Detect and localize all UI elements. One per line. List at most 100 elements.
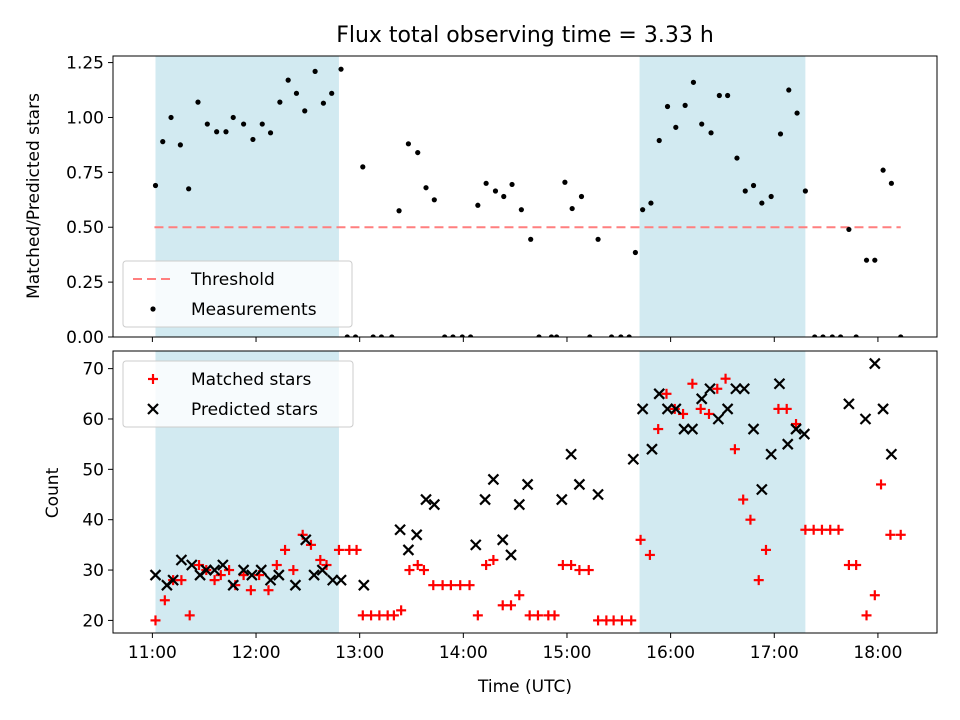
x-tick-label: 13:00 bbox=[335, 643, 384, 663]
data-point-dot-7 bbox=[214, 129, 220, 135]
data-point-dot-14 bbox=[277, 99, 283, 105]
data-point-dot-59 bbox=[664, 103, 671, 110]
data-point-x-32-b bbox=[513, 498, 526, 511]
data-point-x-45 bbox=[686, 423, 699, 435]
data-point-dot-68 bbox=[742, 188, 748, 194]
data-point-x-17-b bbox=[308, 569, 320, 581]
data-point-x-33 bbox=[521, 478, 534, 491]
data-point-dot-37 bbox=[475, 202, 481, 208]
data-point-plus-50 bbox=[566, 560, 577, 571]
data-point-x-61 bbox=[869, 357, 881, 370]
data-point-x-10-b bbox=[237, 564, 250, 576]
data-point-x-9 bbox=[227, 579, 240, 591]
data-point-dot-71 bbox=[768, 193, 774, 200]
legend-x-swatch-b bbox=[147, 403, 159, 415]
data-point-dot-74 bbox=[794, 110, 800, 116]
data-point-dot-5 bbox=[195, 99, 201, 105]
data-point-x-11 bbox=[246, 569, 258, 581]
data-point-x-41-b bbox=[653, 388, 666, 400]
data-point-plus-12 bbox=[245, 585, 256, 596]
y-tick-label: 0.00 bbox=[66, 328, 104, 348]
data-point-plus-38 bbox=[464, 580, 475, 591]
data-point-x-54 bbox=[765, 448, 777, 461]
x-tick-label: 11:00 bbox=[128, 643, 177, 663]
data-point-x-34-b bbox=[556, 493, 568, 506]
data-point-x-13 bbox=[264, 574, 277, 586]
data-point-dot-6 bbox=[204, 121, 210, 127]
legend-box bbox=[122, 360, 354, 428]
data-point-x-24-b bbox=[410, 529, 423, 541]
shaded-interval-2 bbox=[639, 56, 806, 337]
data-point-dot-12 bbox=[259, 121, 265, 127]
y-tick-label: 40 bbox=[82, 511, 104, 531]
data-point-plus-44 bbox=[514, 590, 525, 601]
data-point-x-26 bbox=[428, 498, 441, 511]
data-point-dot-39 bbox=[492, 188, 499, 194]
data-point-dot-81 bbox=[853, 334, 859, 337]
data-point-x-15 bbox=[289, 579, 302, 591]
data-point-x-58-b bbox=[798, 428, 811, 440]
data-point-x-13-b bbox=[264, 574, 277, 586]
data-point-x-14-b bbox=[273, 569, 285, 581]
data-point-x-3-b bbox=[175, 554, 188, 566]
data-point-x-51 bbox=[738, 382, 750, 395]
y-tick-label: 0.75 bbox=[66, 163, 104, 183]
data-point-x-27-b bbox=[469, 539, 482, 551]
data-point-x-59-b bbox=[843, 398, 855, 410]
data-point-plus-68 bbox=[720, 373, 731, 384]
data-point-x-28-b bbox=[479, 493, 491, 506]
data-point-plus-60 bbox=[653, 424, 664, 435]
data-point-x-38 bbox=[627, 453, 640, 466]
data-point-x-8 bbox=[217, 559, 229, 571]
data-point-x-17 bbox=[308, 569, 320, 581]
data-point-plus-31 bbox=[404, 565, 415, 576]
data-point-dot-33 bbox=[442, 334, 448, 337]
data-point-x-12-b bbox=[255, 564, 267, 576]
data-point-plus-59 bbox=[644, 549, 655, 560]
data-point-dot-50 bbox=[587, 334, 593, 337]
data-point-dot-13 bbox=[267, 130, 274, 136]
data-point-x-40-b bbox=[646, 443, 658, 455]
data-point-x-3 bbox=[175, 554, 188, 566]
data-point-dot-48 bbox=[569, 205, 575, 212]
data-point-x-49-b bbox=[721, 403, 734, 415]
data-point-dot-8 bbox=[223, 129, 229, 135]
data-point-x-42-b bbox=[661, 403, 674, 415]
data-point-x-44 bbox=[678, 423, 690, 435]
legend-label: Matched stars bbox=[191, 370, 311, 390]
data-point-x-56-b bbox=[781, 438, 794, 450]
data-point-x-26-b bbox=[428, 498, 441, 511]
data-point-plus-7 bbox=[209, 575, 220, 586]
data-point-x-51-b bbox=[738, 382, 750, 395]
data-point-x-36 bbox=[573, 478, 586, 491]
data-point-plus-56 bbox=[616, 615, 627, 626]
data-point-dot-79 bbox=[838, 334, 844, 337]
x-tick-label: 14:00 bbox=[439, 643, 488, 663]
data-point-plus-64 bbox=[687, 378, 698, 389]
data-point-x-20-b bbox=[335, 574, 347, 586]
data-point-dot-0 bbox=[152, 182, 159, 189]
data-point-dot-54 bbox=[626, 334, 632, 337]
data-point-dot-16 bbox=[293, 90, 300, 96]
data-point-x-54-b bbox=[765, 448, 777, 461]
data-point-dot-23 bbox=[352, 334, 359, 337]
data-point-x-50 bbox=[730, 382, 742, 395]
data-point-dot-31 bbox=[423, 185, 429, 191]
data-point-x-29-b bbox=[487, 473, 500, 486]
data-point-plus-83 bbox=[851, 560, 862, 571]
ratio-y-axis-label: Matched/Predicted stars bbox=[24, 93, 44, 299]
data-point-plus-70 bbox=[738, 494, 749, 505]
data-point-dot-38 bbox=[483, 180, 489, 186]
data-point-dot-15 bbox=[285, 77, 291, 83]
legend-plus-swatch bbox=[148, 374, 158, 384]
data-point-plus-29 bbox=[388, 610, 399, 621]
data-point-dot-27 bbox=[389, 334, 395, 337]
data-point-plus-30 bbox=[396, 605, 407, 616]
data-point-x-9-b bbox=[227, 579, 240, 591]
y-tick-label: 50 bbox=[82, 460, 104, 480]
x-axis-label: Time (UTC) bbox=[477, 677, 572, 697]
data-point-dot-18 bbox=[312, 68, 318, 74]
data-point-dot-77 bbox=[820, 334, 826, 337]
data-point-dot-34 bbox=[450, 334, 456, 337]
data-point-plus-41 bbox=[488, 554, 499, 565]
